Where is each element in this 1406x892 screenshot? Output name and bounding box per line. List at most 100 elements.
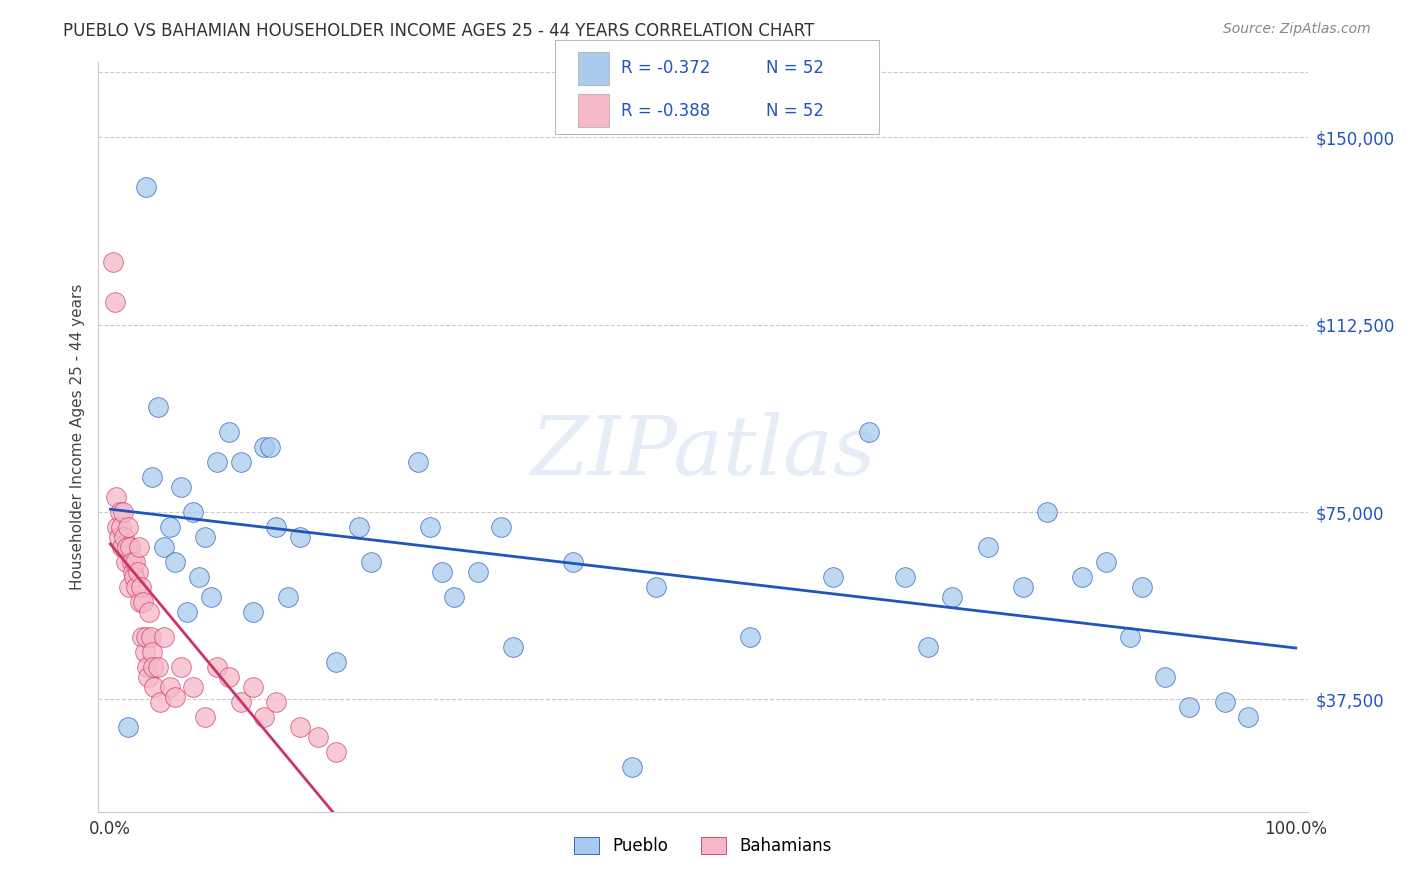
Point bbox=[152, 540, 174, 554]
Point bbox=[360, 555, 382, 569]
Point bbox=[264, 520, 287, 534]
Point bbox=[264, 695, 287, 709]
Point bbox=[1119, 630, 1142, 644]
Point bbox=[1178, 699, 1201, 714]
Point bbox=[136, 660, 159, 674]
Point bbox=[941, 590, 963, 604]
Point bbox=[110, 520, 132, 534]
Legend: Pueblo, Bahamians: Pueblo, Bahamians bbox=[565, 829, 841, 863]
Point bbox=[127, 565, 149, 579]
Point bbox=[105, 520, 128, 534]
Point bbox=[259, 440, 281, 454]
Point bbox=[419, 520, 441, 534]
Point bbox=[104, 295, 127, 310]
Point bbox=[408, 455, 430, 469]
Point bbox=[253, 440, 276, 454]
Point bbox=[129, 580, 152, 594]
Text: N = 52: N = 52 bbox=[766, 102, 824, 120]
Point bbox=[141, 645, 163, 659]
Point bbox=[165, 555, 187, 569]
Point bbox=[1237, 710, 1260, 724]
Point bbox=[141, 470, 163, 484]
Point bbox=[502, 640, 524, 654]
Point bbox=[253, 710, 276, 724]
Point bbox=[1095, 555, 1118, 569]
Point bbox=[128, 540, 150, 554]
Point bbox=[134, 645, 156, 659]
Text: Source: ZipAtlas.com: Source: ZipAtlas.com bbox=[1223, 22, 1371, 37]
Point bbox=[146, 660, 169, 674]
Point bbox=[347, 520, 370, 534]
Point bbox=[242, 680, 264, 694]
Text: PUEBLO VS BAHAMIAN HOUSEHOLDER INCOME AGES 25 - 44 YEARS CORRELATION CHART: PUEBLO VS BAHAMIAN HOUSEHOLDER INCOME AG… bbox=[63, 22, 814, 40]
Point bbox=[132, 595, 155, 609]
Y-axis label: Householder Income Ages 25 - 44 years: Householder Income Ages 25 - 44 years bbox=[69, 284, 84, 591]
Point bbox=[139, 630, 162, 644]
Point bbox=[181, 680, 204, 694]
Point bbox=[491, 520, 513, 534]
Point bbox=[114, 530, 136, 544]
Point bbox=[307, 730, 329, 744]
Point bbox=[1213, 695, 1236, 709]
Point bbox=[1012, 580, 1035, 594]
Point bbox=[131, 630, 153, 644]
Point bbox=[124, 555, 146, 569]
Point bbox=[121, 555, 143, 569]
Point bbox=[170, 660, 193, 674]
Text: ZIPatlas: ZIPatlas bbox=[530, 412, 876, 492]
Point bbox=[1036, 505, 1059, 519]
Point bbox=[118, 580, 141, 594]
Point bbox=[229, 695, 252, 709]
Point bbox=[135, 180, 157, 194]
Point bbox=[858, 425, 880, 439]
Point bbox=[112, 505, 135, 519]
Point bbox=[242, 605, 264, 619]
Point bbox=[205, 660, 228, 674]
Point bbox=[917, 640, 939, 654]
Point bbox=[218, 425, 240, 439]
Point bbox=[740, 630, 762, 644]
Point bbox=[194, 710, 217, 724]
Point bbox=[620, 760, 643, 774]
Point bbox=[108, 505, 131, 519]
Point bbox=[1071, 570, 1094, 584]
Point bbox=[117, 720, 139, 734]
Point bbox=[976, 540, 998, 554]
Point bbox=[121, 565, 143, 579]
Point bbox=[1130, 580, 1153, 594]
Point bbox=[135, 630, 157, 644]
Point bbox=[111, 540, 134, 554]
Point bbox=[432, 565, 454, 579]
Point bbox=[120, 540, 142, 554]
Point bbox=[115, 540, 138, 554]
Point bbox=[181, 505, 204, 519]
Text: R = -0.372: R = -0.372 bbox=[621, 60, 711, 78]
Point bbox=[117, 520, 139, 534]
Point bbox=[159, 680, 181, 694]
Point bbox=[114, 555, 136, 569]
Point bbox=[200, 590, 222, 604]
Point bbox=[149, 695, 172, 709]
Point bbox=[205, 455, 228, 469]
Point bbox=[1154, 670, 1177, 684]
Point bbox=[170, 480, 193, 494]
Point bbox=[138, 605, 160, 619]
Point bbox=[176, 605, 198, 619]
Point bbox=[142, 660, 165, 674]
Point bbox=[159, 520, 181, 534]
Text: N = 52: N = 52 bbox=[766, 60, 824, 78]
Point bbox=[188, 570, 211, 584]
Text: R = -0.388: R = -0.388 bbox=[621, 102, 710, 120]
Point bbox=[152, 630, 174, 644]
Point bbox=[443, 590, 465, 604]
Point bbox=[229, 455, 252, 469]
Point bbox=[218, 670, 240, 684]
Point bbox=[561, 555, 583, 569]
Point bbox=[644, 580, 666, 594]
Point bbox=[125, 580, 148, 594]
Point bbox=[277, 590, 299, 604]
Point bbox=[823, 570, 845, 584]
Point bbox=[105, 490, 128, 504]
Point bbox=[146, 400, 169, 414]
Point bbox=[143, 680, 166, 694]
